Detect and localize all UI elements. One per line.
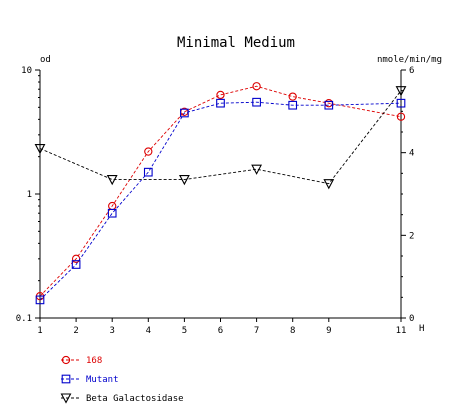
x-tick-label: 7	[254, 326, 259, 336]
x-tick-label: 8	[290, 326, 295, 336]
series-1	[35, 82, 406, 301]
x-tick-label: 2	[73, 326, 78, 336]
legend-marker	[61, 355, 71, 365]
data-point	[71, 260, 81, 269]
data-point	[216, 90, 225, 100]
x-tick-label: 5	[182, 326, 187, 336]
legend-label: 168	[86, 356, 102, 366]
x-tick-label: 6	[218, 326, 223, 336]
legend-marker	[60, 393, 72, 404]
data-point	[216, 98, 225, 108]
data-point	[395, 86, 407, 97]
data-point	[143, 167, 153, 177]
chart-title: Minimal Medium	[177, 35, 295, 51]
legend-label: Mutant	[86, 375, 119, 385]
x-tick-label: 9	[326, 326, 331, 336]
plot-area	[34, 82, 407, 305]
series-line	[39, 101, 402, 301]
x-tick-label: 1	[37, 326, 42, 336]
legend: 168 Mutant Beta Galactosidase	[60, 355, 184, 404]
data-point	[396, 112, 406, 121]
y-left-tick-label: 10	[21, 66, 32, 76]
data-point	[106, 174, 118, 186]
data-point	[252, 82, 261, 91]
y-right-tick-label: 2	[409, 231, 414, 241]
data-point	[144, 147, 153, 156]
data-point	[252, 97, 261, 107]
y-right-tick-label: 6	[409, 66, 414, 76]
series-3	[34, 86, 407, 190]
data-point	[35, 295, 45, 305]
data-point	[178, 174, 190, 186]
series-line	[39, 85, 402, 297]
y-right-tick-label: 4	[409, 149, 414, 159]
legend-marker	[61, 374, 71, 384]
data-point	[34, 143, 46, 155]
data-point	[324, 100, 334, 110]
y-left-axis-label: od	[40, 55, 51, 65]
series-line	[39, 90, 402, 185]
series-2	[35, 97, 406, 305]
x-axis-unit: H	[419, 324, 424, 334]
x-tick-label: 4	[146, 326, 151, 336]
data-point	[251, 164, 263, 175]
x-tick-label: 11	[396, 326, 407, 336]
legend-label: Beta Galactosidase	[86, 394, 184, 404]
data-point	[180, 108, 189, 118]
data-point	[107, 208, 117, 218]
y-right-axis-label: nmole/min/mg	[377, 55, 442, 65]
data-point	[288, 100, 298, 110]
data-point	[323, 179, 335, 190]
axes: 1 2 3 4 5 6 7 8 9 11 0.1 1 10 0 2 4 6	[16, 66, 415, 336]
x-tick-label: 3	[109, 326, 114, 336]
y-left-tick-label: 1	[27, 190, 32, 200]
data-point	[288, 92, 297, 101]
data-point	[396, 98, 406, 108]
y-right-tick-label: 0	[409, 314, 414, 324]
y-left-tick-label: 0.1	[16, 314, 32, 324]
